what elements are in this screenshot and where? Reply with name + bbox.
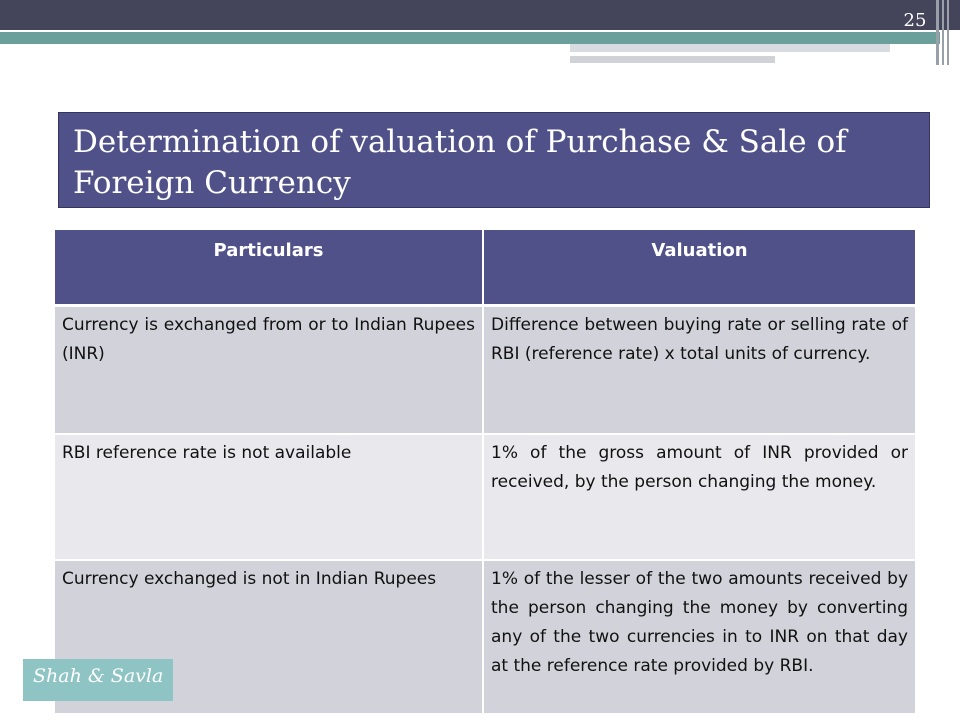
table-row: Currency is exchanged from or to Indian …: [55, 304, 915, 434]
footer-brand: Shah & Savla: [33, 665, 164, 687]
table-header-row: Particulars Valuation: [55, 230, 915, 307]
vertical-rule: [942, 0, 944, 65]
vertical-rule: [947, 0, 949, 65]
valuation-cell: Difference between buying rate or sellin…: [482, 304, 915, 434]
header-valuation: Valuation: [482, 230, 915, 307]
slide-title: Determination of valuation of Purchase &…: [73, 124, 847, 201]
header-particulars: Particulars: [55, 230, 483, 307]
top-decoration-bar: [0, 0, 960, 30]
gray-accent-line: [570, 44, 890, 52]
table-row: Currency exchanged is not in Indian Rupe…: [55, 559, 915, 713]
valuation-cell: 1% of the gross amount of INR provided o…: [482, 433, 915, 560]
vertical-rule: [936, 0, 939, 65]
particulars-cell: Currency is exchanged from or to Indian …: [55, 304, 483, 434]
footer-badge: Shah & Savla: [23, 659, 173, 701]
particulars-cell: RBI reference rate is not available: [55, 433, 483, 560]
title-box: Determination of valuation of Purchase &…: [58, 112, 930, 208]
valuation-cell: 1% of the lesser of the two amounts rece…: [482, 559, 915, 713]
valuation-table: Particulars Valuation Currency is exchan…: [55, 230, 915, 713]
gray-accent-line-short: [570, 56, 775, 63]
teal-accent-line: [0, 32, 940, 44]
table-row: RBI reference rate is not available 1% o…: [55, 433, 915, 560]
page-number: 25: [903, 10, 927, 31]
